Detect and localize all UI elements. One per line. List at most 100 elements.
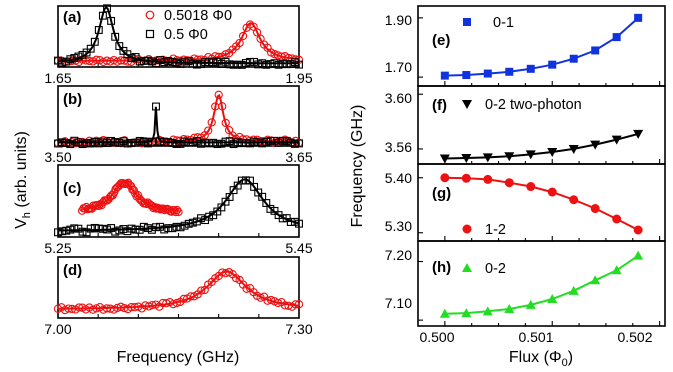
panel-1-point-52	[266, 137, 275, 145]
panel-0-point-59	[295, 60, 303, 69]
panel-1-point-10	[94, 139, 103, 148]
panel-2-point-11	[98, 224, 107, 233]
panel-7-point-9	[633, 250, 644, 260]
panel-2-point-27	[164, 224, 173, 233]
panel-1-point-43	[229, 140, 238, 149]
panel-0-point-56	[282, 60, 291, 69]
panel-2-point-30	[176, 223, 185, 232]
panel-1-point-36	[201, 138, 210, 147]
legend-label-f: 0-2 two-photon	[485, 97, 582, 113]
panel-1-point-23	[147, 137, 156, 146]
panel-f-ytick-bottom: 3.56	[385, 139, 412, 155]
panel-0-point-5	[74, 52, 83, 61]
panel-g-label: (g)	[432, 185, 451, 202]
panel-1-point-50	[258, 139, 267, 148]
panel-2-point-40	[217, 203, 226, 212]
panel-h-ytick-top: 7.20	[385, 247, 412, 263]
panel-2-point-58	[158, 204, 168, 213]
panel-1-point-48	[221, 118, 230, 128]
panel-1-point-55	[278, 136, 287, 145]
panel-2-point-21	[139, 222, 148, 231]
panel-2-point-3	[66, 225, 75, 234]
panel-2-point-4	[70, 224, 79, 233]
panel-2-point-42	[225, 193, 234, 201]
panel-2-point-16	[119, 225, 128, 233]
panel-1-point-28	[168, 138, 177, 147]
panel-1-point-53	[270, 136, 279, 145]
legend-label-red: 0.5018 Φ0	[164, 8, 232, 24]
panel-0-point-15	[115, 42, 124, 51]
panel-2-point-25	[156, 222, 165, 231]
panel-2-point-1	[58, 227, 67, 236]
panel-3-point-10	[88, 305, 98, 314]
panel-g-ytick-top: 5.40	[385, 170, 412, 186]
panel-5-point-8	[611, 135, 622, 145]
panel-4-point-1	[462, 71, 471, 80]
panel-0-point-44	[233, 60, 242, 69]
panel-0-point-26	[160, 58, 169, 67]
panel-1-point-32	[184, 138, 193, 147]
panel-1-point-51	[262, 137, 271, 146]
panel-h-frame	[417, 240, 666, 327]
panel-1-point-15	[115, 138, 124, 147]
panel-0-point-30	[176, 59, 185, 68]
panel-0-point-32	[184, 57, 193, 66]
left-curves	[53, 4, 304, 318]
left-y-axis-title-sub: h	[21, 212, 33, 218]
panel-6-line	[444, 176, 639, 231]
panel-3-point-36	[179, 294, 188, 304]
panel-4-point-7	[591, 46, 600, 55]
panel-2-point-15	[115, 226, 124, 235]
right-x-axis-title-sub: 0	[562, 357, 568, 369]
panel-4-point-0	[440, 71, 449, 80]
panel-d-xtick-left: 7.00	[44, 321, 71, 337]
panel-0-point-8	[86, 44, 95, 53]
panel-2-point-19	[131, 225, 140, 234]
panel-1-point-54	[274, 138, 283, 147]
panel-7-point-3	[504, 304, 515, 313]
panel-2-point-46	[241, 176, 250, 185]
panel-b-xtick-right: 3.65	[285, 149, 312, 165]
panel-3-series-0-fit	[58, 270, 300, 310]
panel-2-point-18	[127, 224, 136, 233]
panel-5-point-3	[504, 152, 515, 162]
panel-2-point-29	[172, 222, 181, 231]
panel-1-point-37	[205, 139, 214, 148]
panel-c-xtick-left: 5.25	[44, 240, 71, 256]
panel-2-point-23	[147, 225, 156, 234]
panel-5-point-6	[568, 144, 579, 154]
panel-2-point-59	[295, 219, 303, 228]
panel-2-point-69	[174, 207, 183, 217]
panel-0-point-23	[147, 57, 156, 66]
panel-1-point-25	[156, 137, 165, 146]
panel-2-point-50	[258, 192, 267, 201]
panel-g-frame	[417, 163, 666, 242]
panel-0-point-43	[229, 60, 238, 69]
panel-d-xtick-right: 7.30	[285, 321, 312, 337]
panel-1-point-47	[246, 139, 254, 148]
legend-a: 0.5018 Φ0 0.5 Φ0	[145, 8, 232, 43]
panel-2-point-24	[152, 223, 160, 232]
panel-1-point-45	[237, 139, 246, 148]
panel-0-point-55	[278, 59, 287, 68]
panel-2-point-49	[254, 188, 263, 197]
panel-6-point-8	[612, 214, 622, 224]
panel-7-point-5	[547, 294, 558, 304]
panel-2-point-48	[250, 182, 259, 191]
panel-1-point-30	[176, 139, 185, 148]
panel-6-point-0	[440, 173, 450, 183]
panel-2-point-28	[168, 224, 177, 233]
panel-2-point-22	[143, 224, 152, 233]
panel-1-point-18	[127, 138, 136, 147]
panel-0-point-33	[188, 59, 197, 68]
panel-1-point-26	[160, 138, 169, 147]
panel-2-point-6	[78, 227, 87, 236]
panel-2-point-31	[180, 221, 189, 230]
legend-marker-red-circle	[145, 10, 155, 20]
right-xtick-0: 0.500	[419, 329, 454, 345]
panel-5-point-1	[461, 153, 472, 163]
panel-0-point-12	[103, 4, 111, 13]
panel-1-point-5	[74, 138, 83, 147]
panel-6-point-4	[526, 182, 536, 192]
left-y-axis-title: Vh (arb. units)	[13, 131, 33, 229]
